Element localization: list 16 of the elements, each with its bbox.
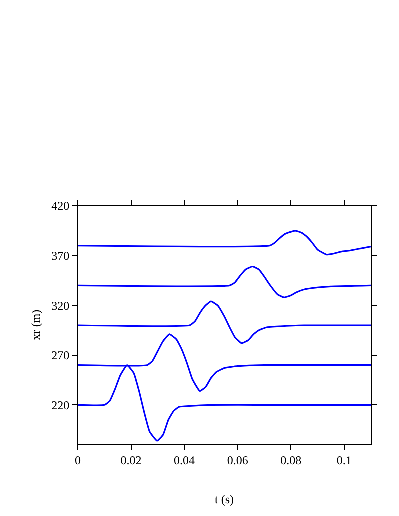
x-tick-label: 0.02 — [120, 453, 142, 468]
line-series — [78, 300, 371, 344]
x-tick-label: 0 — [75, 453, 81, 468]
x-tick-label: 0.06 — [227, 453, 248, 468]
y-tick-label: 370 — [52, 248, 70, 263]
x-tick-label: 0.08 — [280, 453, 302, 468]
y-tick-label: 220 — [52, 398, 70, 412]
x-tick-label: 0.04 — [174, 453, 196, 468]
y-tick-label: 270 — [52, 348, 70, 363]
y-tick-label: 420 — [52, 199, 70, 214]
line-series — [78, 230, 371, 256]
x-tick-label: 0.1 — [336, 453, 352, 468]
y-axis-title: xr (m) — [28, 310, 43, 340]
x-axis-title: t (s) — [215, 492, 234, 506]
line-series — [78, 266, 371, 298]
y-tick-label: 320 — [52, 298, 70, 313]
